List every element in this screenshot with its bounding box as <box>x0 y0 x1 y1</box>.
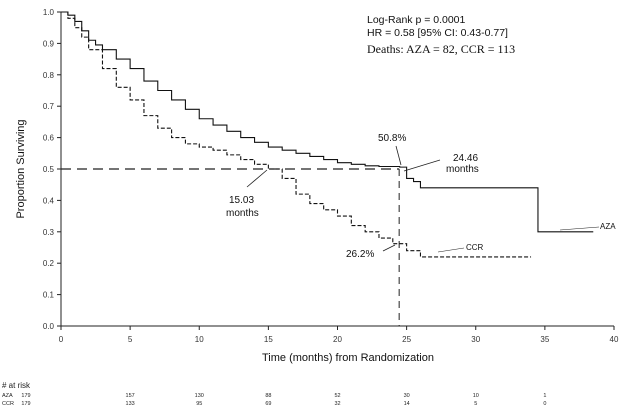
x-tick-group: 0 5 10 15 20 25 30 35 40 <box>59 326 619 344</box>
x-tick-label: 35 <box>540 335 549 344</box>
x-tick-label: 30 <box>471 335 480 344</box>
x-tick-label: 0 <box>59 335 64 344</box>
ccr-survival-curve <box>61 11 532 258</box>
y-tick-label: 0.1 <box>43 291 55 300</box>
aza-label-pointer <box>559 226 600 231</box>
ccr-pct-pointer <box>382 244 396 252</box>
aza-median-unit: months <box>446 164 479 175</box>
at-risk-count: 179 <box>21 393 30 399</box>
y-tick-label: 0.5 <box>43 165 55 174</box>
ccr-median-unit: months <box>226 208 259 219</box>
at-risk-count: 52 <box>334 393 340 399</box>
x-tick-label: 40 <box>610 335 619 344</box>
at-risk-count: 179 <box>21 401 30 407</box>
aza-median-pointer <box>403 159 441 172</box>
x-tick-label: 5 <box>128 335 133 344</box>
x-axis-label: Time (months) from Randomization <box>262 352 434 364</box>
x-tick-label: 15 <box>264 335 273 344</box>
at-risk-table: AZA 179 157 130 88 52 30 10 1 CCR 179 133 95 69 32 14 5 0 <box>2 393 546 407</box>
at-risk-count: 133 <box>126 401 135 407</box>
at-risk-count: 157 <box>126 393 135 399</box>
at-risk-count: 14 <box>404 401 410 407</box>
at-risk-row-label: CCR <box>2 401 14 407</box>
at-risk-count: 30 <box>404 393 410 399</box>
ccr-label-pointer <box>437 247 465 253</box>
y-tick-label: 0.8 <box>43 71 55 80</box>
y-tick-label: 1.0 <box>43 8 55 17</box>
y-tick-label: 0.0 <box>43 322 55 331</box>
hazard-ratio-text: HR = 0.58 [95% CI: 0.43-0.77] <box>367 27 508 39</box>
y-tick-label: 0.2 <box>43 259 55 268</box>
at-risk-count: 5 <box>474 401 477 407</box>
y-tick-label: 0.4 <box>43 196 55 205</box>
x-tick-label: 20 <box>333 335 342 344</box>
at-risk-count: 130 <box>195 393 204 399</box>
aza-series-label: AZA <box>600 222 616 231</box>
logrank-text: Log-Rank p = 0.0001 <box>367 14 466 26</box>
y-tick-label: 0.7 <box>43 102 55 111</box>
y-tick-label: 0.6 <box>43 134 55 143</box>
at-risk-row-label: AZA <box>2 393 13 399</box>
ccr-series-label: CCR <box>466 243 484 252</box>
deaths-text: Deaths: AZA = 82, CCR = 113 <box>367 42 515 56</box>
at-risk-count: 10 <box>473 393 479 399</box>
x-tick-label: 25 <box>402 335 411 344</box>
at-risk-count: 32 <box>334 401 340 407</box>
at-risk-count: 95 <box>196 401 202 407</box>
y-tick-group: 0.0 0.1 0.2 0.3 0.4 0.5 0.6 0.7 0.8 0.9 1.0 <box>43 8 61 331</box>
at-risk-count: 69 <box>265 401 271 407</box>
x-tick-label: 10 <box>195 335 204 344</box>
at-risk-title: # at risk <box>2 381 31 390</box>
at-risk-count: 1 <box>543 393 546 399</box>
at-risk-count: 0 <box>543 401 546 407</box>
y-axis-label: Proportion Surviving <box>15 119 27 218</box>
y-tick-label: 0.3 <box>43 228 55 237</box>
aza-pct-pointer <box>395 145 402 166</box>
aza-median-value: 24.46 <box>453 153 478 164</box>
ccr-median-value: 15.03 <box>229 195 254 206</box>
ccr-percent-annotation: 26.2% <box>346 249 374 260</box>
aza-percent-annotation: 50.8% <box>378 133 406 144</box>
ccr-median-pointer <box>246 169 268 188</box>
y-tick-label: 0.9 <box>43 39 55 48</box>
at-risk-count: 88 <box>265 393 271 399</box>
aza-survival-curve <box>61 11 594 233</box>
